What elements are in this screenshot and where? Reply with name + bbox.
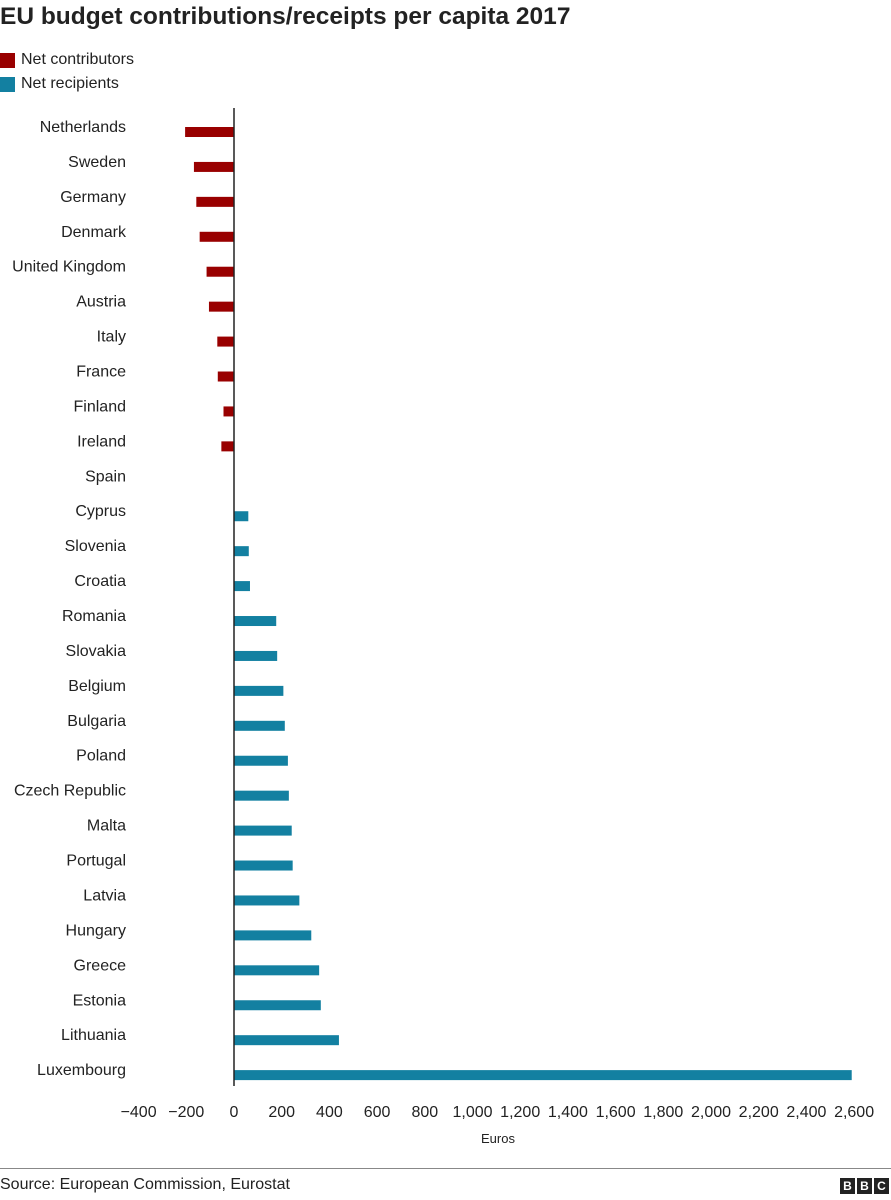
category-label: Belgium (68, 678, 126, 695)
category-label: Austria (76, 294, 126, 311)
bar (234, 581, 250, 592)
bbc-logo-letter: C (874, 1178, 889, 1194)
bar (234, 755, 288, 766)
footer-divider (0, 1168, 891, 1169)
x-axis-title: Euros (481, 1131, 515, 1146)
category-label: Cyprus (75, 503, 126, 520)
bar (234, 1035, 339, 1046)
bar-chart: Netherlands Sweden Germany Denmark United Ki… (12, 108, 874, 1146)
x-tick-label: 1,600 (596, 1104, 636, 1121)
bar (234, 895, 300, 906)
category-label: Italy (97, 329, 126, 346)
category-label: Slovenia (65, 538, 126, 555)
category-label: Ireland (77, 433, 126, 450)
x-tick-label: 1,000 (452, 1104, 492, 1121)
bar (199, 231, 234, 242)
bar (234, 616, 277, 627)
category-label: United Kingdom (12, 259, 126, 276)
chart-title: EU budget contributions/receipts per cap… (0, 3, 571, 30)
category-label: Denmark (61, 224, 127, 241)
legend-item-net-contributors: Net contributors (0, 48, 134, 72)
bar (217, 336, 234, 347)
x-tick-label: 2,600 (834, 1104, 874, 1121)
bar (196, 196, 234, 207)
legend-swatch-net-recipients (0, 76, 15, 92)
bar (234, 1070, 852, 1081)
bbc-logo-letter: B (840, 1178, 855, 1194)
x-tick-label: 1,400 (548, 1104, 588, 1121)
category-label: Lithuania (61, 1027, 126, 1044)
x-tick-label: 1,800 (643, 1104, 683, 1121)
bar (234, 685, 284, 696)
x-tick-label: 600 (364, 1104, 391, 1121)
x-tick-label: 800 (411, 1104, 438, 1121)
x-tick-label: 1,200 (500, 1104, 540, 1121)
category-label: Croatia (74, 573, 126, 590)
bar (234, 650, 278, 661)
category-label: Latvia (83, 887, 126, 904)
legend-label-net-contributors: Net contributors (21, 51, 134, 68)
bar (234, 720, 285, 731)
bar (217, 371, 234, 382)
category-label: France (76, 364, 126, 381)
x-tick-label: 400 (316, 1104, 343, 1121)
bar (234, 965, 320, 976)
bar (208, 301, 234, 312)
source-note: Source: European Commission, Eurostat (0, 1176, 290, 1193)
x-tick-label: 0 (230, 1104, 239, 1121)
category-label: Poland (76, 748, 126, 765)
legend-item-net-recipients: Net recipients (0, 72, 134, 96)
bar (223, 406, 234, 417)
legend: Net contributors Net recipients (0, 48, 134, 96)
bbc-logo: B B C (840, 1178, 889, 1194)
bar (221, 441, 234, 452)
category-label: Greece (74, 957, 127, 974)
category-label: Germany (60, 189, 126, 206)
bar (193, 161, 234, 172)
bar (234, 860, 293, 871)
category-label: Czech Republic (14, 783, 126, 800)
category-label: Portugal (66, 853, 126, 870)
bar (234, 790, 289, 801)
category-label: Netherlands (40, 119, 126, 136)
x-tick-label: 200 (268, 1104, 295, 1121)
x-tick-label: 2,200 (739, 1104, 779, 1121)
bbc-logo-letter: B (857, 1178, 872, 1194)
bar (234, 511, 249, 522)
bar (185, 127, 234, 137)
category-label: Sweden (68, 154, 126, 171)
bar (234, 930, 312, 941)
category-label: Romania (62, 608, 126, 625)
x-tick-label: −400 (121, 1104, 157, 1121)
bar (206, 266, 234, 277)
category-label: Finland (74, 398, 126, 415)
legend-label-net-recipients: Net recipients (21, 75, 119, 92)
bar (234, 1000, 321, 1011)
x-tick-label: 2,000 (691, 1104, 731, 1121)
x-tick-label: −200 (168, 1104, 204, 1121)
category-label: Bulgaria (67, 713, 126, 730)
bar (234, 546, 249, 557)
category-label: Luxembourg (37, 1062, 126, 1079)
bar (234, 825, 292, 836)
category-label: Slovakia (66, 643, 127, 660)
category-label: Estonia (73, 992, 126, 1009)
category-label: Hungary (66, 922, 126, 939)
category-label: Malta (87, 818, 126, 835)
category-label: Spain (85, 468, 126, 485)
legend-swatch-net-contributors (0, 52, 15, 68)
x-tick-label: 2,400 (786, 1104, 826, 1121)
